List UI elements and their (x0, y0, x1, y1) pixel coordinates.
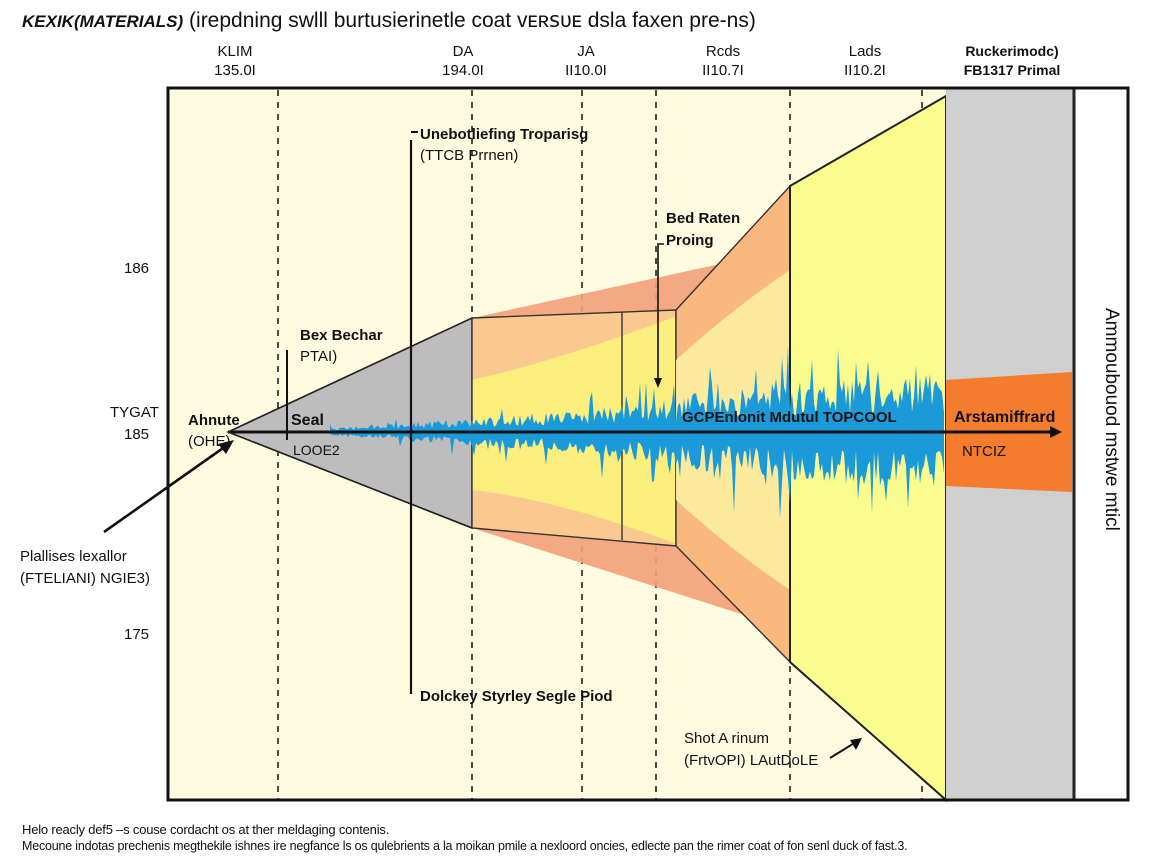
vertical-label-box: Ammoubouod mstwe mticl (1100, 308, 1122, 588)
column-header-2: DA 194.0I (428, 42, 498, 80)
column-name-5: Lads (848, 43, 882, 60)
title-prefix: KEXIK(MATERIALS) (22, 12, 184, 31)
label-arstamif: Arstamiffrard (954, 409, 1056, 426)
label-proing: Proing (666, 232, 714, 249)
column-value-2: 194.0I (442, 62, 484, 79)
column-value-5: II10.2I (844, 62, 886, 79)
column-value-3: II10.0I (565, 62, 607, 79)
label-seal: Seal (291, 412, 324, 429)
label-unebotliefing: Unebotliefing Troparisg (420, 126, 589, 143)
label-bed-raten: Bed Raten (666, 210, 741, 227)
label-bex-bechar: Bex Bechar (300, 327, 383, 344)
label-gcp: GCPEnlonit Mdutul TOPCOOL (682, 409, 897, 426)
label-shot-sub: (FrtvOPI) LAutDoLE (684, 752, 819, 769)
column-header-4: Rcds II10.7I (690, 42, 756, 80)
label-ttcb: (TTCB Prrnen) (420, 147, 519, 164)
label-ntciz: NTCIZ (962, 443, 1007, 460)
label-plallises-sub: (FTELIANI) NGIE3) (20, 570, 151, 587)
y-tick-185: 185 (124, 426, 150, 443)
column-header-5: Lads II10.2I (832, 42, 898, 80)
footnote-line-1: Helo reacly def5 –s couse cordacht os at… (22, 822, 390, 837)
cone-edge-top (227, 317, 473, 433)
label-ahnute: Ahnute (188, 412, 240, 429)
panel-border (166, 86, 1130, 802)
column-value-4: II10.7I (702, 62, 744, 79)
column-name-1: KLIM (217, 43, 253, 60)
footnote-line-2: Mecoune indotas prechenis megthekile ish… (22, 839, 908, 853)
column-header-1: KLIM 135.0I (200, 42, 270, 80)
label-shot: Shot A rinum (684, 730, 770, 747)
column-header-3: JA II10.0I (556, 42, 616, 80)
shot-arrow (829, 741, 857, 759)
column-name-6: Ruckerimodc) (965, 43, 1059, 59)
vertical-label: Ammoubouod mstwe mticl (1101, 308, 1122, 531)
label-ahnute-sub: (OHE) (188, 433, 231, 450)
axis-arrowhead (1050, 426, 1062, 438)
column-name-4: Rcds (705, 43, 741, 60)
y-tick-175: 175 (124, 626, 150, 643)
label-dolckey: Dolckey Styrley Segle Piod (420, 688, 613, 705)
figure-title: KEXIK(MATERIALS) (irepdning swlll burtus… (22, 8, 756, 35)
column-name-2: DA (452, 43, 474, 60)
label-seal-sub: LOOE2 (293, 442, 340, 458)
label-plallises: Plallises lexallor (20, 548, 127, 565)
y-axis-prefix: TYGAT (110, 404, 159, 421)
yellow-edge (789, 661, 947, 801)
y-tick-186: 186 (124, 260, 150, 277)
label-bex-sub: PTAI) (300, 348, 338, 365)
bed-raten-pointer (657, 243, 664, 380)
column-value-6: FB1317 Primal (963, 62, 1061, 78)
column-name-3: JA (577, 43, 595, 60)
cone-edge-bottom (227, 431, 473, 529)
column-value-1: 135.0I (214, 62, 256, 79)
plallises-arrow (103, 444, 227, 534)
title-main: (irepdning swlll burtusierinetle coat ᴠᴇ… (189, 9, 756, 32)
column-header-6: Ruckerimodc) FB1317 Primal (944, 42, 1080, 80)
